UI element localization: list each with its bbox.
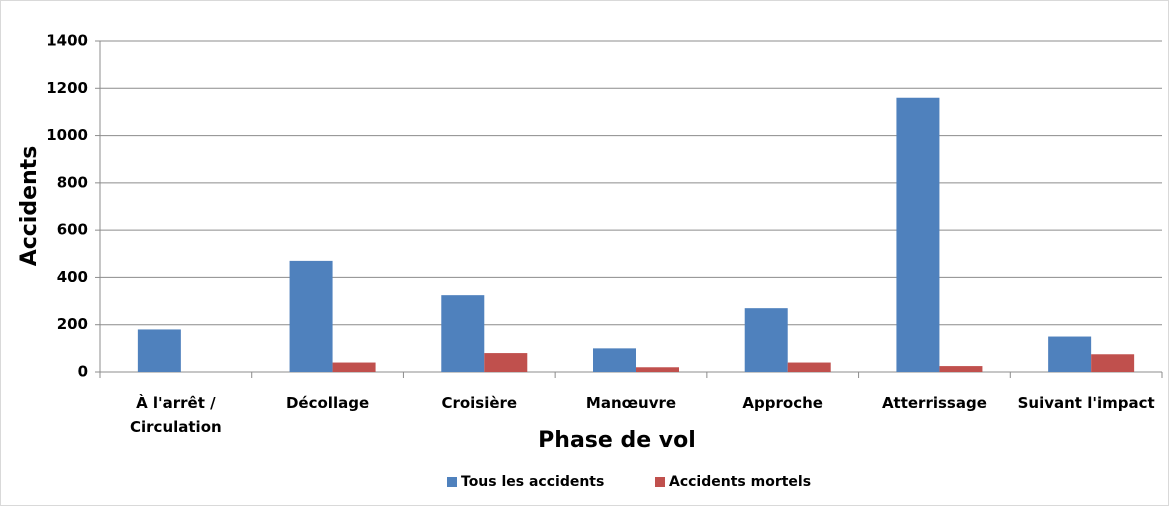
legend-swatch <box>447 477 457 487</box>
bar <box>1091 354 1135 372</box>
y-tick-label: 1400 <box>46 32 88 50</box>
x-tick-label: Approche <box>742 394 823 412</box>
legend-label: Accidents mortels <box>669 474 811 490</box>
bar <box>787 362 831 372</box>
x-tick-label: À l'arrêt / Circulation <box>130 394 222 436</box>
x-tick-label: Atterrissage <box>881 394 987 412</box>
bar <box>896 97 940 372</box>
y-tick-label: 1000 <box>46 126 88 144</box>
y-tick-label: 200 <box>57 315 88 333</box>
y-tick-label: 400 <box>57 268 88 286</box>
y-tick-label: 600 <box>57 221 88 239</box>
bar <box>636 367 679 372</box>
y-axis-title: Accidents <box>17 146 42 267</box>
x-tick-label: Décollage <box>285 394 370 412</box>
bar <box>593 348 636 372</box>
bar <box>289 260 333 372</box>
x-tick-label: Manœuvre <box>585 394 677 412</box>
x-tick-label: Croisière <box>441 394 518 412</box>
y-tick-label: 800 <box>57 173 88 191</box>
legend-label: Tous les accidents <box>461 474 604 490</box>
x-axis-title: Phase de vol <box>538 428 696 453</box>
bar <box>744 308 788 372</box>
bar <box>939 366 983 372</box>
y-tick-label: 1200 <box>46 79 88 97</box>
bar <box>484 353 528 372</box>
y-tick-label: 0 <box>78 363 88 381</box>
x-tick-label: Suivant l'impact <box>1017 394 1155 412</box>
legend-swatch <box>655 477 665 487</box>
bar <box>332 362 376 372</box>
bar <box>1048 336 1092 372</box>
bar <box>441 295 485 372</box>
bar <box>137 329 181 372</box>
